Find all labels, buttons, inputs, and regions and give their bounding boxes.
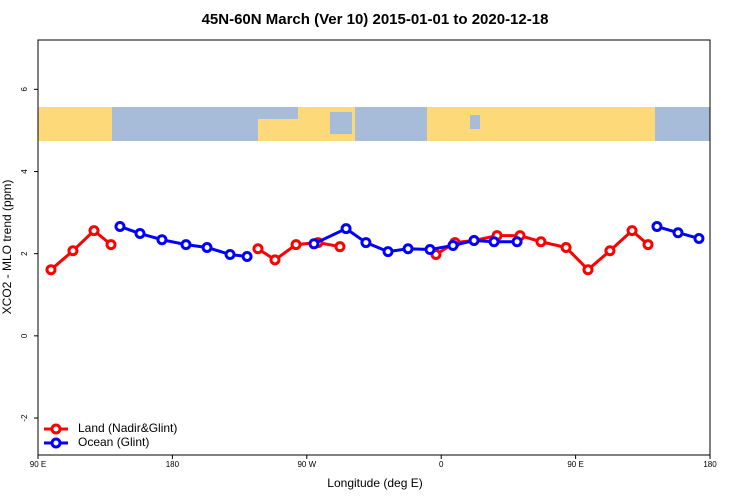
- data-point: [511, 236, 523, 248]
- map-ocean: [330, 112, 352, 134]
- data-point: [560, 242, 572, 253]
- data-point: [402, 243, 414, 255]
- map-ocean: [112, 107, 258, 141]
- y-axis-label: XCO2 - MLO trend (ppm): [0, 180, 14, 315]
- legend-label: Land (Nadir&Glint): [78, 421, 177, 435]
- data-point: [67, 245, 79, 257]
- data-point: [45, 264, 57, 276]
- data-point: [604, 245, 616, 257]
- data-point: [105, 239, 117, 251]
- data-point: [269, 254, 281, 266]
- y-tick-label: 2: [20, 251, 29, 256]
- series-line: [313, 226, 518, 254]
- data-point: [156, 234, 168, 246]
- data-point: [693, 232, 705, 244]
- x-tick-label: 180: [703, 460, 717, 469]
- data-point: [626, 225, 638, 237]
- data-point: [241, 251, 253, 263]
- map-ocean: [258, 107, 298, 119]
- data-point: [340, 223, 352, 235]
- data-point: [382, 246, 394, 258]
- data-point: [252, 243, 264, 255]
- map-ocean: [355, 107, 427, 141]
- data-point: [224, 248, 236, 260]
- data-point: [672, 227, 684, 239]
- data-point: [114, 221, 126, 233]
- x-tick-label: 0: [439, 460, 444, 469]
- y-tick-label: 6: [20, 87, 29, 92]
- x-tick-label: 90 E: [567, 460, 583, 469]
- data-point: [582, 264, 594, 276]
- data-point: [360, 237, 372, 249]
- data-point: [651, 221, 663, 233]
- y-tick-label: 4: [20, 169, 29, 174]
- data-point: [308, 238, 320, 250]
- data-point: [201, 242, 213, 253]
- data-point: [642, 239, 654, 251]
- y-tick-label: -2: [20, 414, 29, 422]
- chart-title: 45N-60N March (Ver 10) 2015-01-01 to 202…: [202, 11, 549, 28]
- series-line: [50, 228, 112, 271]
- map-ocean: [470, 115, 480, 129]
- data-point: [535, 236, 547, 248]
- map-ocean: [655, 107, 710, 141]
- x-axis-label: Longitude (deg E): [327, 476, 422, 490]
- data-point: [447, 239, 459, 251]
- plot-box: [37, 39, 711, 456]
- data-point: [488, 236, 500, 248]
- data-point: [134, 228, 146, 240]
- x-tick-label: 180: [166, 460, 180, 469]
- map-band: [38, 107, 710, 141]
- x-tick-label: 90 E: [30, 460, 46, 469]
- data-point: [88, 225, 100, 237]
- legend-marker: [50, 423, 62, 435]
- data-point: [180, 239, 192, 251]
- data-point: [290, 239, 302, 251]
- data-point: [334, 241, 346, 253]
- data-point: [468, 235, 480, 247]
- y-tick-label: 0: [20, 333, 29, 338]
- x-tick-label: 90 W: [297, 460, 316, 469]
- legend-label: Ocean (Glint): [78, 435, 149, 449]
- data-point: [424, 244, 436, 256]
- legend-marker: [50, 437, 62, 449]
